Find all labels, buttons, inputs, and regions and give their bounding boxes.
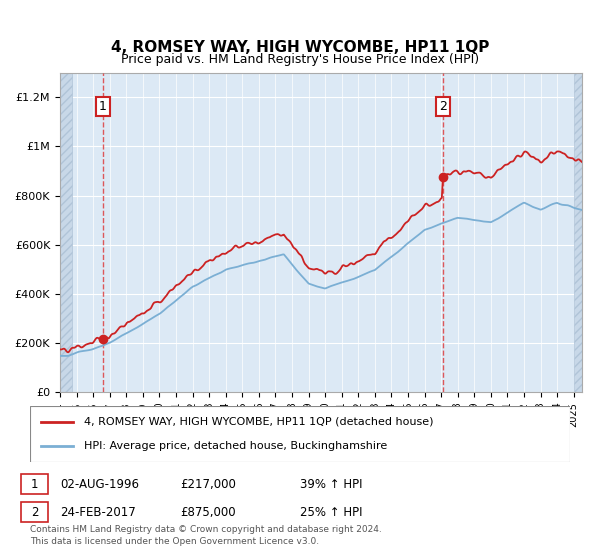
Text: Price paid vs. HM Land Registry's House Price Index (HPI): Price paid vs. HM Land Registry's House … <box>121 53 479 67</box>
Bar <box>60 73 73 392</box>
Text: 1: 1 <box>31 478 38 491</box>
Text: 02-AUG-1996: 02-AUG-1996 <box>60 478 139 491</box>
Bar <box>574 73 582 392</box>
Text: 4, ROMSEY WAY, HIGH WYCOMBE, HP11 1QP: 4, ROMSEY WAY, HIGH WYCOMBE, HP11 1QP <box>111 40 489 55</box>
Text: 25% ↑ HPI: 25% ↑ HPI <box>300 506 362 519</box>
Text: HPI: Average price, detached house, Buckinghamshire: HPI: Average price, detached house, Buck… <box>84 441 387 451</box>
Text: 4, ROMSEY WAY, HIGH WYCOMBE, HP11 1QP (detached house): 4, ROMSEY WAY, HIGH WYCOMBE, HP11 1QP (d… <box>84 417 433 427</box>
Text: £217,000: £217,000 <box>180 478 236 491</box>
Text: 2: 2 <box>439 100 447 113</box>
Text: 2: 2 <box>31 506 38 519</box>
Text: 1: 1 <box>99 100 107 113</box>
Text: 24-FEB-2017: 24-FEB-2017 <box>60 506 136 519</box>
Text: £875,000: £875,000 <box>180 506 236 519</box>
Text: Contains HM Land Registry data © Crown copyright and database right 2024.
This d: Contains HM Land Registry data © Crown c… <box>30 525 382 546</box>
Text: 39% ↑ HPI: 39% ↑ HPI <box>300 478 362 491</box>
